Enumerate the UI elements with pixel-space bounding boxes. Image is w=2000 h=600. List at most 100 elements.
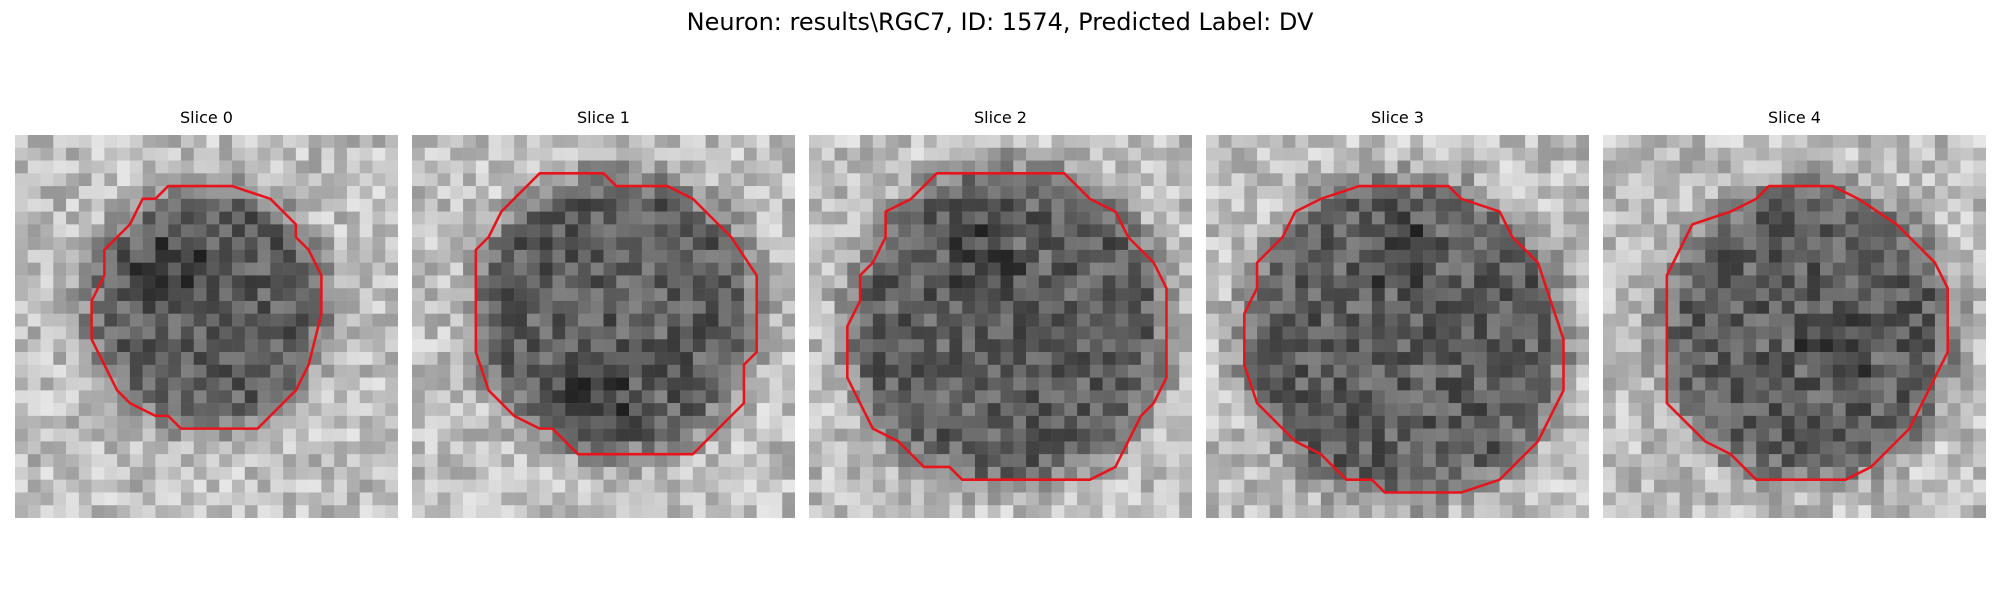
image-pixel [936,454,950,468]
image-pixel [244,479,258,493]
image-pixel [488,377,502,391]
image-pixel [424,211,438,225]
image-pixel [1308,186,1322,200]
image-pixel [1730,441,1744,455]
image-pixel [834,479,848,493]
image-pixel [53,479,67,493]
image-pixel [117,300,131,314]
image-pixel [667,390,681,404]
image-pixel [1934,505,1948,518]
image-pixel [539,479,553,493]
image-pixel [1026,505,1040,518]
image-pixel [1346,173,1360,187]
image-pixel [1807,492,1821,506]
image-pixel [385,415,398,429]
image-pixel [821,415,835,429]
image-pixel [1128,275,1142,289]
image-pixel [1064,466,1078,480]
image-pixel [501,224,515,238]
image-pixel [308,390,322,404]
image-pixel [1000,198,1014,212]
image-pixel [1666,505,1680,518]
image-pixel [27,441,41,455]
image-pixel [1051,173,1065,187]
image-pixel [654,377,668,391]
image-pixel [1615,249,1629,263]
image-pixel [1947,173,1961,187]
image-pixel [1499,300,1513,314]
image-pixel [385,300,398,314]
image-pixel [40,441,54,455]
image-pixel [936,492,950,506]
image-pixel [1512,403,1526,417]
image-pixel [1384,326,1398,340]
image-pixel [27,173,41,187]
image-pixel [1359,441,1373,455]
image-pixel [1960,390,1974,404]
image-pixel [437,262,451,276]
image-pixel [1563,364,1577,378]
image-pixel [180,505,194,518]
image-pixel [1153,135,1167,149]
image-pixel [412,249,426,263]
image-pixel [1333,390,1347,404]
image-pixel [412,377,426,391]
image-pixel [206,364,220,378]
image-pixel [27,364,41,378]
image-pixel [1089,237,1103,251]
image-pixel [1013,186,1027,200]
image-pixel [872,198,886,212]
image-pixel [206,147,220,161]
image-pixel [1537,135,1551,149]
image-pixel [756,173,770,187]
image-pixel [1499,211,1513,225]
image-pixel [334,262,348,276]
image-pixel [1499,173,1513,187]
image-pixel [27,505,41,518]
image-pixel [1077,403,1091,417]
segmentation-contour [474,172,758,456]
image-pixel [705,377,719,391]
image-pixel [1231,441,1245,455]
image-pixel [539,313,553,327]
image-pixel [577,364,591,378]
image-pixel [987,224,1001,238]
image-pixel [782,288,795,302]
image-pixel [1308,326,1322,340]
image-pixel [860,492,874,506]
image-pixel [809,403,823,417]
image-pixel [437,454,451,468]
image-pixel [1858,288,1872,302]
image-pixel [372,428,386,442]
image-pixel [412,339,426,353]
image-pixel [1730,403,1744,417]
image-pixel [1397,249,1411,263]
image-pixel [1550,198,1564,212]
image-pixel [308,428,322,442]
image-pixel [821,186,835,200]
image-pixel [1397,313,1411,327]
image-pixel [1218,403,1232,417]
image-pixel [834,352,848,366]
image-pixel [193,300,207,314]
image-pixel [641,135,655,149]
image-pixel [1166,454,1180,468]
image-pixel [1384,224,1398,238]
image-pixel [1397,198,1411,212]
image-pixel [424,339,438,353]
image-pixel [680,211,694,225]
image-pixel [1089,492,1103,506]
image-pixel [155,313,169,327]
image-pixel [1423,415,1437,429]
image-pixel [885,428,899,442]
image-pixel [539,352,553,366]
image-pixel [1102,211,1116,225]
image-pixel [923,186,937,200]
image-pixel [1947,479,1961,493]
image-pixel [1423,288,1437,302]
image-pixel [1743,352,1757,366]
image-pixel [1064,186,1078,200]
image-pixel [424,390,438,404]
image-pixel [1499,186,1513,200]
image-pixel [475,313,489,327]
